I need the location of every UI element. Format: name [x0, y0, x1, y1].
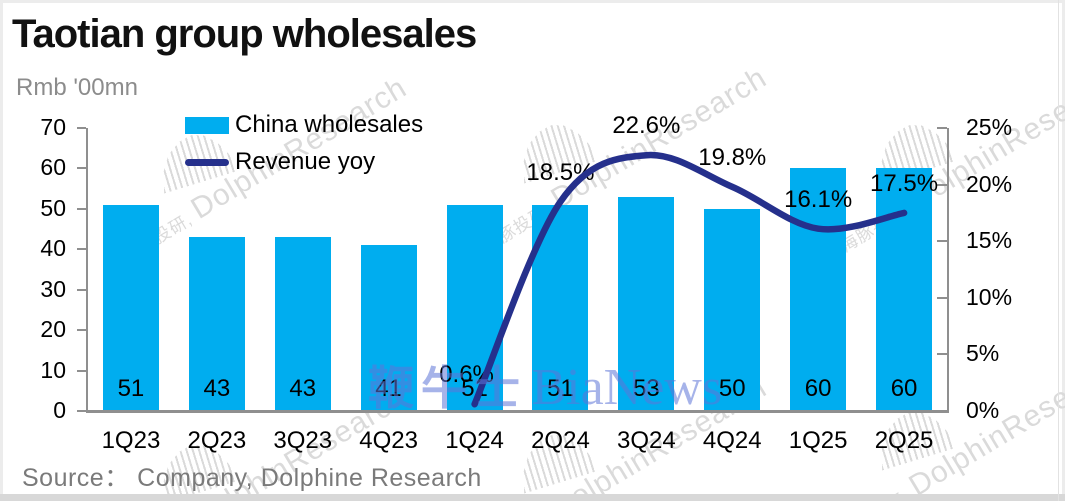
bianews-watermark-cn: 鞭牛士 [368, 362, 527, 414]
left-axis-tick-label: 30 [40, 275, 66, 302]
bar-value-label: 43 [289, 375, 317, 402]
right-axis-tick-label: 25% [966, 114, 1013, 140]
line-point-label: 17.5% [870, 169, 939, 197]
x-axis-category-label: 2Q25 [874, 427, 934, 454]
line-point-label: 16.1% [784, 185, 853, 213]
right-axis-tick [937, 353, 947, 356]
bar-series-swatch-icon [185, 116, 229, 134]
line-point-label: 18.5% [526, 158, 595, 186]
chart-title: Taotian group wholesales [12, 12, 477, 56]
x-axis-category-label: 4Q23 [359, 427, 418, 454]
right-axis-tick-label: 0% [966, 397, 1000, 423]
bianews-watermark-en: BiaNews [531, 359, 723, 416]
bar [188, 237, 245, 411]
left-axis-tick [77, 127, 86, 129]
bianews-watermark: 鞭牛士 BiaNews [368, 352, 722, 418]
x-axis-category-label: 1Q25 [788, 427, 848, 454]
x-axis-category-label: 3Q24 [616, 427, 676, 454]
left-axis-tick-label: 70 [40, 114, 66, 140]
left-axis-tick-label: 0 [53, 397, 66, 423]
right-axis-tick-label: 10% [966, 283, 1013, 310]
right-axis-tick [937, 410, 947, 412]
x-axis-category-label: 3Q23 [273, 427, 333, 454]
left-axis-tick-label: 60 [40, 154, 66, 181]
left-axis-tick-label: 20 [40, 316, 66, 343]
right-axis-tick [937, 296, 947, 299]
left-axis-unit-label: Rmb '00mn [16, 74, 138, 101]
bar [102, 204, 159, 411]
bar [274, 237, 331, 411]
left-axis-tick [77, 288, 86, 291]
source-note: Source： Company, Dolphine Research [22, 464, 482, 492]
left-axis-line [86, 128, 88, 413]
legend: China wholesales Revenue yoy [185, 110, 423, 184]
right-axis-tick [937, 240, 947, 243]
window-right-edge [1058, 0, 1059, 501]
x-axis-category-label: 4Q24 [702, 427, 762, 454]
x-axis-category-label: 2Q23 [187, 427, 247, 454]
left-axis-tick [77, 410, 86, 412]
x-axis-category-label: 2Q24 [531, 427, 590, 454]
right-axis-tick-label: 5% [966, 340, 1000, 367]
legend-label: China wholesales [235, 111, 424, 138]
legend-label: Revenue yoy [235, 148, 376, 175]
left-axis-tick-label: 50 [40, 194, 66, 221]
x-axis-category-label: 1Q23 [101, 427, 161, 454]
left-axis-tick [77, 167, 86, 170]
window-bottom-edge [0, 494, 1065, 501]
left-axis-tick [77, 329, 86, 332]
left-axis-tick [77, 369, 86, 372]
line-point-label: 19.8% [698, 143, 767, 171]
left-axis-tick-label: 10 [40, 356, 66, 383]
right-axis-line [947, 128, 949, 413]
bar-value-label: 60 [890, 375, 918, 402]
line-series-swatch-icon [185, 158, 229, 166]
bar-value-label: 41 [375, 375, 402, 402]
bar-value-label: 60 [804, 375, 832, 402]
legend-item-revenue-yoy: Revenue yoy [185, 147, 423, 177]
x-axis-line [86, 410, 949, 413]
right-axis-tick [937, 183, 947, 186]
left-axis-tick [77, 207, 86, 210]
bar-value-label: 51 [117, 375, 145, 402]
legend-item-china-wholesales: China wholesales [185, 110, 423, 140]
right-axis-tick-label: 15% [966, 227, 1013, 254]
bar-value-label: 43 [203, 375, 231, 402]
right-axis-tick-label: 20% [966, 170, 1013, 197]
x-axis-category-label: 1Q24 [445, 427, 504, 454]
right-axis-tick [937, 127, 947, 129]
bar [360, 245, 417, 411]
left-axis-tick-label: 40 [40, 235, 66, 262]
left-axis-tick [77, 248, 86, 251]
line-point-label: 22.6% [612, 112, 681, 140]
